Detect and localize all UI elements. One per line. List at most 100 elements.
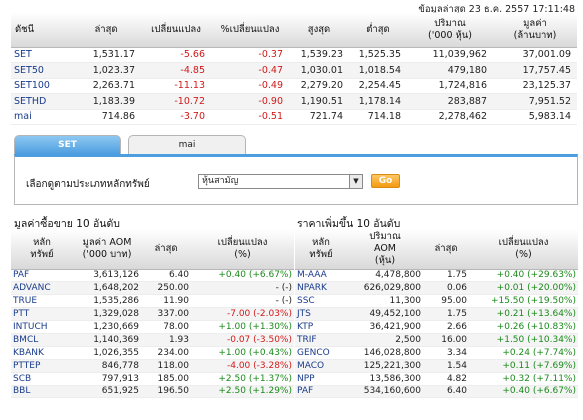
stock-change: +0.11 (+7.69%) xyxy=(469,359,578,373)
stock-aom-value: 1,140,369 xyxy=(73,333,141,347)
index-value: 23,125.37 xyxy=(493,78,577,94)
stock-symbol[interactable]: SCB xyxy=(11,372,73,386)
stock-row[interactable]: M-AAA 4,478,800 1.75 +0.40 (+29.63%) xyxy=(295,269,578,283)
stock-symbol[interactable]: KTP xyxy=(295,320,347,334)
stock-change: +0.40 (+29.63%) xyxy=(469,269,578,283)
index-name[interactable]: mai xyxy=(11,109,71,125)
stock-aom-value: 1,026,355 xyxy=(73,346,141,360)
stock-change: +1.00 (+0.43%) xyxy=(191,346,294,360)
stock-last: 118.00 xyxy=(141,359,191,373)
stock-symbol[interactable]: SSC xyxy=(295,294,347,309)
index-high: 1,190.51 xyxy=(289,93,349,110)
stock-change: +1.00 (+1.30%) xyxy=(191,320,294,334)
stock-row[interactable]: ADVANC 1,648,202 250.00- (-) xyxy=(11,281,294,296)
index-volume: 1,724,816 xyxy=(407,78,493,94)
stock-change: +1.50 (+10.34%) xyxy=(469,333,578,347)
stock-symbol[interactable]: PTTEP xyxy=(11,359,73,373)
index-row[interactable]: SET 1,531.17 -5.66 -0.37 1,539.23 1,525.35 11,… xyxy=(11,47,577,63)
stock-change: -4.00 (-3.28%) xyxy=(191,359,294,373)
stock-row[interactable]: BMCL 1,140,369 1.93 -0.07 (-3.50%) xyxy=(11,333,294,347)
stock-row[interactable]: NPARK 626,029,800 0.06 +0.01 (+20.00%) xyxy=(295,281,578,296)
chevron-down-icon[interactable]: ▼ xyxy=(349,175,362,188)
index-last: 2,263.71 xyxy=(71,78,141,94)
stock-symbol[interactable]: NPP xyxy=(295,372,347,386)
stock-aom-volume: 125,221,300 xyxy=(347,359,423,373)
index-low: 2,254.45 xyxy=(349,78,407,94)
stock-row[interactable]: KTP 36,421,900 2.66 +0.26 (+10.83%) xyxy=(295,320,578,334)
stock-row[interactable]: GENCO 146,028,800 3.34 +0.24 (+7.74%) xyxy=(295,346,578,360)
stock-symbol[interactable]: GENCO xyxy=(295,346,347,360)
go-button[interactable]: Go xyxy=(371,174,400,188)
stock-change: - (-) xyxy=(191,294,294,309)
col-change-pct: เปลี่ยนแปลง (%) xyxy=(191,229,294,270)
index-row[interactable]: SETHD 1,183.39 -10.72 -0.90 1,190.51 1,178.14… xyxy=(11,93,577,110)
stock-row[interactable]: TRUE 1,535,286 11.90- (-) xyxy=(11,294,294,309)
stock-row[interactable]: KBANK 1,026,355 234.00 +1.00 (+0.43%) xyxy=(11,346,294,360)
stock-symbol[interactable]: ADVANC xyxy=(11,281,73,296)
stock-symbol[interactable]: PAF xyxy=(11,269,73,283)
stock-change: +0.40 (+6.67%) xyxy=(191,269,294,283)
stock-aom-value: 3,613,126 xyxy=(73,269,141,283)
stock-last: 6.40 xyxy=(423,385,469,399)
stock-change: -0.07 (-3.50%) xyxy=(191,333,294,347)
tab-set[interactable]: SET xyxy=(14,135,121,154)
index-row[interactable]: SET100 2,263.71 -11.13 -0.49 2,279.20 2,254.4… xyxy=(11,78,577,94)
stock-change: +15.50 (+19.50%) xyxy=(469,294,578,309)
stock-row[interactable]: SSC 11,300 95.00 +15.50 (+19.50%) xyxy=(295,294,578,309)
index-name[interactable]: SET50 xyxy=(11,62,71,79)
stock-change: - (-) xyxy=(191,281,294,296)
stock-symbol[interactable]: NPARK xyxy=(295,281,347,296)
stock-aom-value: 1,535,286 xyxy=(73,294,141,309)
col-volume: ปริมาณ ('000 หุ้น) xyxy=(407,13,493,48)
tab-mai[interactable]: mai xyxy=(128,135,246,154)
index-pct-change: -0.49 xyxy=(211,78,289,94)
stock-row[interactable]: MACO 125,221,300 1.54 +0.11 (+7.69%) xyxy=(295,359,578,373)
top-gainers-title: ราคาเพิ่มขึ้น 10 อันดับ xyxy=(297,218,401,230)
stock-row[interactable]: SCB 797,913 185.00 +2.50 (+1.37%) xyxy=(11,372,294,386)
stock-row[interactable]: PAF 534,160,600 6.40 +0.40 (+6.67%) xyxy=(295,385,578,399)
stock-row[interactable]: PTT 1,329,028 337.00 -7.00 (-2.03%) xyxy=(11,307,294,322)
index-high: 721.74 xyxy=(289,109,349,125)
index-name[interactable]: SETHD xyxy=(11,93,71,110)
stock-symbol[interactable]: M-AAA xyxy=(295,269,347,283)
index-low: 714.18 xyxy=(349,109,407,125)
index-last: 1,183.39 xyxy=(71,93,141,110)
index-name[interactable]: SET100 xyxy=(11,78,71,94)
stock-symbol[interactable]: JTS xyxy=(295,307,347,322)
stock-symbol[interactable]: BBL xyxy=(11,385,73,399)
stock-row[interactable]: PAF 3,613,126 6.40 +0.40 (+6.67%) xyxy=(11,269,294,283)
index-high: 2,279.20 xyxy=(289,78,349,94)
stock-last: 1.75 xyxy=(423,269,469,283)
index-value: 5,983.14 xyxy=(493,109,577,125)
stock-symbol[interactable]: PTT xyxy=(11,307,73,322)
stock-row[interactable]: TRIF 2,500 16.00 +1.50 (+10.34%) xyxy=(295,333,578,347)
stock-symbol[interactable]: MACO xyxy=(295,359,347,373)
stock-symbol[interactable]: BMCL xyxy=(11,333,73,347)
stock-row[interactable]: JTS 49,452,100 1.75 +0.21 (+13.64%) xyxy=(295,307,578,322)
index-name[interactable]: SET xyxy=(11,47,71,63)
stock-aom-value: 1,648,202 xyxy=(73,281,141,296)
stock-aom-value: 651,925 xyxy=(73,385,141,399)
stock-last: 1.93 xyxy=(141,333,191,347)
index-last: 1,023.37 xyxy=(71,62,141,79)
security-type-select[interactable]: หุ้นสามัญ ▼ xyxy=(198,174,363,189)
stock-row[interactable]: PTTEP 846,778 118.00 -4.00 (-3.28%) xyxy=(11,359,294,373)
index-low: 1,525.35 xyxy=(349,47,407,63)
stock-symbol[interactable]: INTUCH xyxy=(11,320,73,334)
index-change: -10.72 xyxy=(141,93,211,110)
stock-last: 2.66 xyxy=(423,320,469,334)
stock-last: 95.00 xyxy=(423,294,469,309)
col-aom-value: มูลค่า AOM ('000 บาท) xyxy=(73,229,141,270)
filter-panel: เลือกดูตามประเภทหลักทรัพย์ หุ้นสามัญ ▼ G… xyxy=(14,154,578,205)
stock-symbol[interactable]: KBANK xyxy=(11,346,73,360)
col-last: ล่าสุด xyxy=(141,229,191,270)
index-row[interactable]: mai 714.86 -3.70 -0.51 721.74 714.18 2,278,462… xyxy=(11,109,577,125)
stock-row[interactable]: NPP 13,586,300 4.82 +0.32 (+7.11%) xyxy=(295,372,578,386)
stock-change: -7.00 (-2.03%) xyxy=(191,307,294,322)
stock-symbol[interactable]: TRIF xyxy=(295,333,347,347)
index-row[interactable]: SET50 1,023.37 -4.85 -0.47 1,030.01 1,018.54 4… xyxy=(11,62,577,79)
stock-row[interactable]: INTUCH 1,230,669 78.00 +1.00 (+1.30%) xyxy=(11,320,294,334)
stock-row[interactable]: BBL 651,925 196.50 +2.50 (+1.29%) xyxy=(11,385,294,399)
stock-symbol[interactable]: TRUE xyxy=(11,294,73,309)
stock-symbol[interactable]: PAF xyxy=(295,385,347,399)
